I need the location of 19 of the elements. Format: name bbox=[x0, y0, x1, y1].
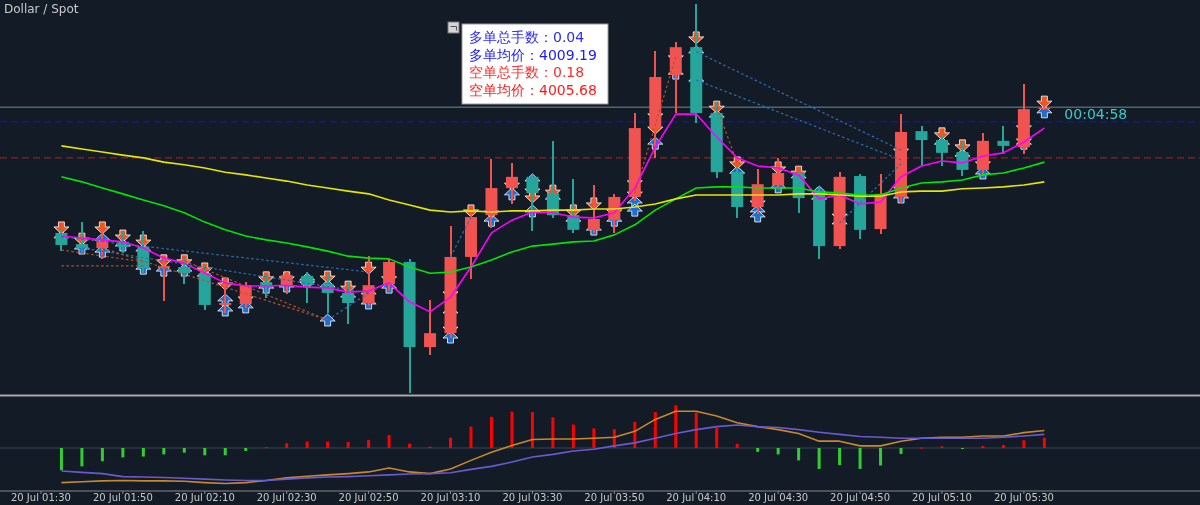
x-tick-label: 20 Jul 03:10 bbox=[420, 492, 481, 503]
annotation: 00:04:58 bbox=[1064, 106, 1128, 123]
x-tick-label: 20 Jul 03:50 bbox=[584, 492, 645, 503]
x-tick-label: 20 Jul 02:50 bbox=[338, 492, 399, 503]
x-tick-label: 20 Jul 01:30 bbox=[10, 492, 71, 503]
annotation: 多单总手数：0.04 bbox=[469, 29, 585, 45]
x-tick-label: 20 Jul 04:50 bbox=[830, 492, 891, 503]
x-tick-label: 20 Jul 02:10 bbox=[174, 492, 235, 503]
x-tick-label: 20 Jul 03:30 bbox=[502, 492, 563, 503]
x-tick-label: 20 Jul 04:30 bbox=[748, 492, 809, 503]
x-tick-label: 20 Jul 04:10 bbox=[666, 492, 727, 503]
x-tick-label: 20 Jul 02:30 bbox=[256, 492, 317, 503]
x-tick-label: 20 Jul 05:30 bbox=[993, 492, 1054, 503]
annotation: 空单总手数：0.18 bbox=[469, 64, 585, 80]
annotation: 空单均价：4005.68 bbox=[469, 81, 597, 98]
x-tick-label: 20 Jul 05:10 bbox=[912, 492, 972, 503]
chart-title: Dollar / Spot bbox=[4, 2, 79, 16]
x-tick-label: 20 Jul 01:50 bbox=[92, 492, 153, 503]
annotation: 多单均价：4009.19 bbox=[469, 46, 597, 63]
